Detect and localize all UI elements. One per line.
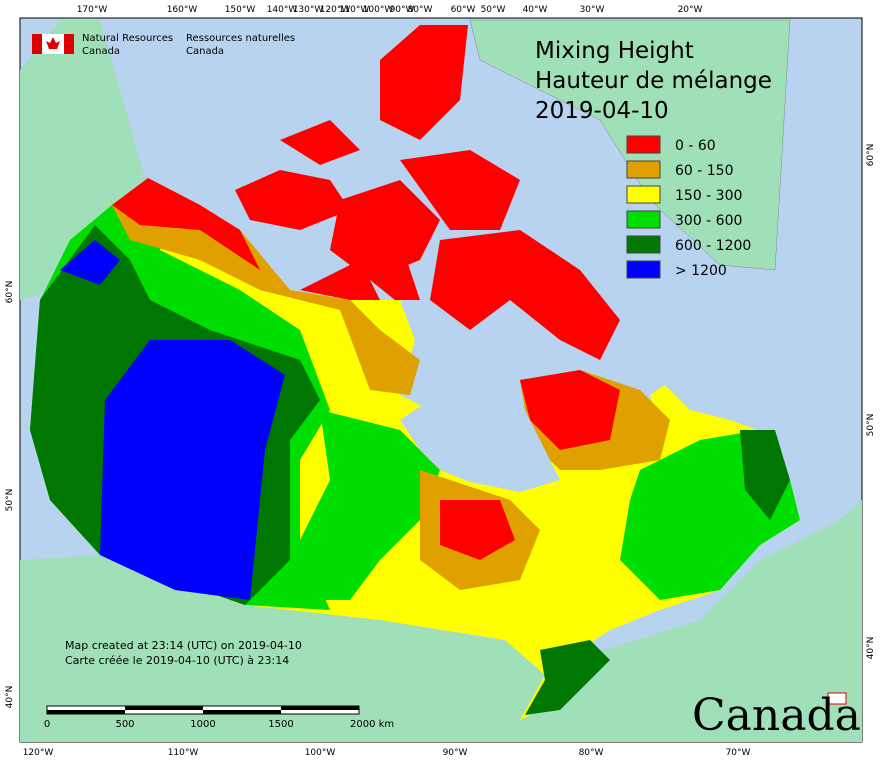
graticule-label: 100°W — [305, 748, 336, 758]
legend-swatch — [626, 235, 661, 254]
graticule-label: 130°W — [293, 5, 324, 15]
graticule-label: 30°W — [580, 5, 605, 15]
scale-segment — [281, 706, 359, 710]
graticule-label: 60°N — [866, 144, 876, 167]
graticule-label: 170°W — [77, 5, 108, 15]
graticule-label: 50°N — [866, 414, 876, 437]
legend-label: > 1200 — [675, 263, 727, 279]
graticule-label: 40°N — [5, 686, 15, 709]
arctic-islands — [235, 25, 620, 360]
graticule-label: 90°W — [390, 5, 415, 15]
graticule-label: 100°W — [363, 5, 394, 15]
legend-swatch — [626, 160, 661, 179]
legend: 0 - 60 60 - 150 150 - 300 300 - 600 600 - 12… — [626, 135, 751, 279]
legend-label: 0 - 60 — [675, 138, 716, 154]
title-line: 2019-04-10 — [535, 98, 669, 124]
graticule-label: 160°W — [167, 5, 198, 15]
agency-en: Canada — [82, 46, 120, 57]
graticule-label: 70°W — [726, 748, 751, 758]
scale-label: 2000 km — [350, 719, 394, 730]
scale-segment — [125, 706, 203, 710]
scale-label: 1500 — [268, 719, 293, 730]
legend-label: 60 - 150 — [675, 163, 734, 179]
graticule-label: 80°W — [579, 748, 604, 758]
legend-label: 150 - 300 — [675, 188, 742, 204]
graticule-label: 40°N — [866, 637, 876, 660]
credit-logo: Natural Resources Canada Ressources natu… — [32, 33, 295, 57]
map-note: Carte créée le 2019-04-10 (UTC) à 23:14 — [65, 654, 289, 667]
wordmark-flag — [827, 692, 847, 705]
flag-bar — [32, 34, 42, 54]
graticule-label: 60°W — [451, 5, 476, 15]
scale-label: 0 — [44, 719, 50, 730]
graticule-label: 120°W — [320, 5, 351, 15]
legend-label: 600 - 1200 — [675, 238, 751, 254]
title-line: Hauteur de mélange — [535, 68, 772, 94]
graticule-label: 90°W — [443, 748, 468, 758]
legend-swatch — [626, 210, 661, 229]
legend-swatch — [626, 185, 661, 204]
map-land — [20, 19, 862, 742]
graticule-label: 50°W — [481, 5, 506, 15]
legend-label: 300 - 600 — [675, 213, 742, 229]
graticule-label: 150°W — [225, 5, 256, 15]
graticule-label: 110°W — [339, 5, 370, 15]
legend-swatch — [626, 260, 661, 279]
graticule-label: 120°W — [23, 748, 54, 758]
flag-bar — [64, 34, 74, 54]
graticule-labels: 170°W 160°W 150°W 140°W130°W120°W110°W100°W… — [5, 5, 876, 758]
wordmark: Canada — [692, 690, 861, 741]
scale-label: 1000 — [190, 719, 215, 730]
agency-fr: Ressources naturelles — [186, 33, 295, 44]
scale-bar: 0 500 1000 1500 2000 km — [44, 705, 394, 730]
graticule-label: 110°W — [168, 748, 199, 758]
graticule-label: 60°N — [5, 281, 15, 304]
agency-fr: Canada — [186, 46, 224, 57]
graticule-label: 20°W — [678, 5, 703, 15]
title-line: Mixing Height — [535, 38, 694, 64]
maple-leaf — [46, 37, 60, 49]
scale-segment — [203, 710, 281, 714]
legend-swatch — [626, 135, 661, 154]
graticule-label: 40°W — [523, 5, 548, 15]
graticule-label: 80°W — [408, 5, 433, 15]
graticule-label: 50°N — [5, 489, 15, 512]
scale-label: 500 — [115, 719, 134, 730]
graticule-label: 140°W — [267, 5, 298, 15]
scale-segment — [47, 710, 125, 714]
agency-en: Natural Resources — [82, 33, 173, 44]
map-note: Map created at 23:14 (UTC) on 2019-04-10 — [65, 639, 302, 652]
